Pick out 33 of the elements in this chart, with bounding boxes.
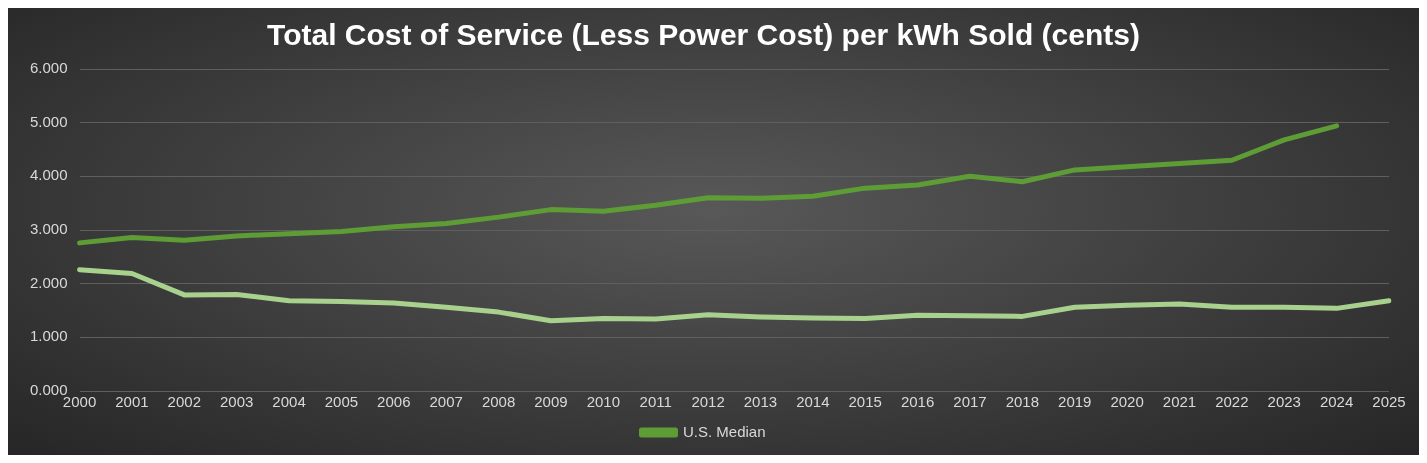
y-tick-label: 5.000: [29, 112, 68, 130]
chart-title: Total Cost of Service (Less Power Cost) per kWh Sold (cents): [267, 18, 1140, 52]
x-tick-label: 2015: [848, 393, 882, 411]
x-tick-label: 2004: [272, 393, 306, 411]
x-tick-label: 2006: [377, 393, 411, 411]
x-tick-label: 2023: [1267, 393, 1301, 411]
x-tick-label: 2001: [115, 393, 149, 411]
legend-label: U.S. Median: [682, 422, 766, 440]
x-tick-label: 2002: [167, 393, 201, 411]
y-tick-label: 1.000: [29, 327, 68, 345]
x-tick-label: 2011: [639, 393, 672, 411]
x-tick-label: 2025: [1372, 393, 1406, 411]
x-tick-label: 2017: [953, 393, 987, 411]
x-tick-label: 2013: [743, 393, 778, 411]
y-tick-label: 3.000: [29, 220, 68, 238]
x-tick-label: 2010: [586, 393, 621, 411]
y-tick-label: 4.000: [29, 166, 68, 184]
x-tick-label: 2009: [534, 393, 568, 411]
x-tick-label: 2018: [1005, 393, 1040, 411]
x-tick-label: 2020: [1110, 393, 1144, 411]
x-tick-label: 2008: [481, 393, 516, 411]
x-tick-label: 2024: [1319, 393, 1354, 411]
x-tick-label: 2021: [1162, 393, 1197, 411]
x-tick-label: 2022: [1215, 393, 1249, 411]
x-tick-label: 2012: [691, 393, 725, 411]
x-tick-label: 2016: [900, 393, 935, 411]
x-tick-label: 2005: [324, 393, 359, 411]
y-tick-label: 2.000: [29, 273, 68, 291]
x-tick-label: 2007: [429, 393, 463, 411]
x-tick-label: 2014: [796, 393, 830, 411]
x-tick-label: 2003: [219, 393, 254, 411]
x-tick-label: 2019: [1058, 393, 1092, 411]
y-tick-label: 6.000: [29, 59, 68, 77]
